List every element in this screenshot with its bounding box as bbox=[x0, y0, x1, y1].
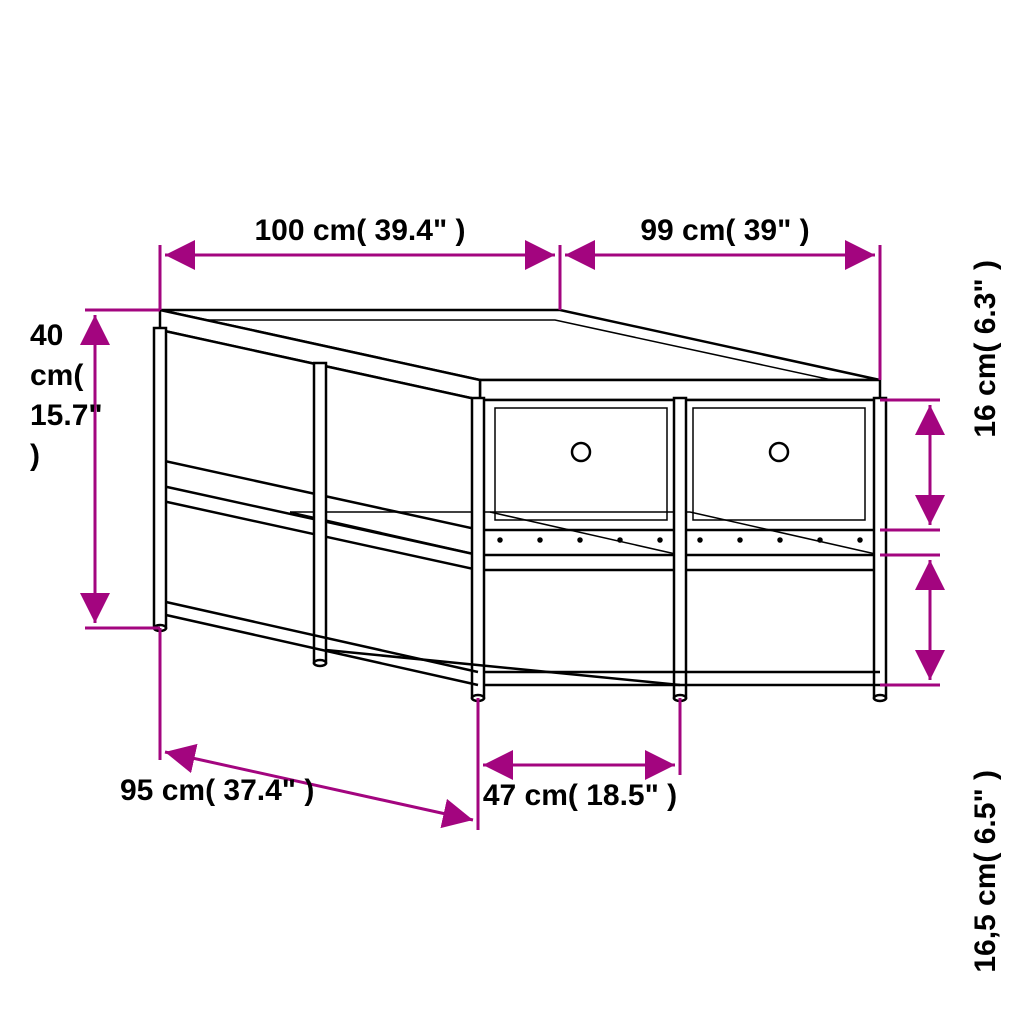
svg-text:cm(: cm( bbox=[30, 359, 83, 392]
dim-open-height bbox=[880, 555, 940, 685]
svg-text:15.7": 15.7" bbox=[30, 399, 103, 432]
dim-width-top: 100 cm( 39.4" ) bbox=[160, 214, 560, 310]
dim-drawer-height bbox=[880, 400, 940, 530]
dim-depth-front: 95 cm( 37.4" ) bbox=[120, 628, 478, 830]
dim-height-left-label-a: 40 bbox=[30, 319, 63, 352]
dim-drawer-height-label: 16 cm( 6.3" ) bbox=[969, 260, 1002, 438]
dim-open-height-label: 16,5 cm( 6.5" ) bbox=[969, 770, 1002, 973]
coffee-table-drawing bbox=[154, 310, 886, 701]
dim-width-top-label: 100 cm( 39.4" ) bbox=[254, 214, 465, 247]
dim-height-left: 40 cm( 15.7" ) bbox=[30, 310, 160, 628]
dim-shelf-width-label: 47 cm( 18.5" ) bbox=[483, 779, 677, 812]
dim-shelf-width: 47 cm( 18.5" ) bbox=[478, 698, 680, 812]
dim-depth-top-label: 99 cm( 39" ) bbox=[640, 214, 809, 247]
dimension-diagram: 100 cm( 39.4" ) 99 cm( 39" ) 40 cm( 15.7… bbox=[0, 0, 1024, 1024]
dim-depth-front-label: 95 cm( 37.4" ) bbox=[120, 774, 314, 807]
svg-text:): ) bbox=[30, 439, 40, 472]
